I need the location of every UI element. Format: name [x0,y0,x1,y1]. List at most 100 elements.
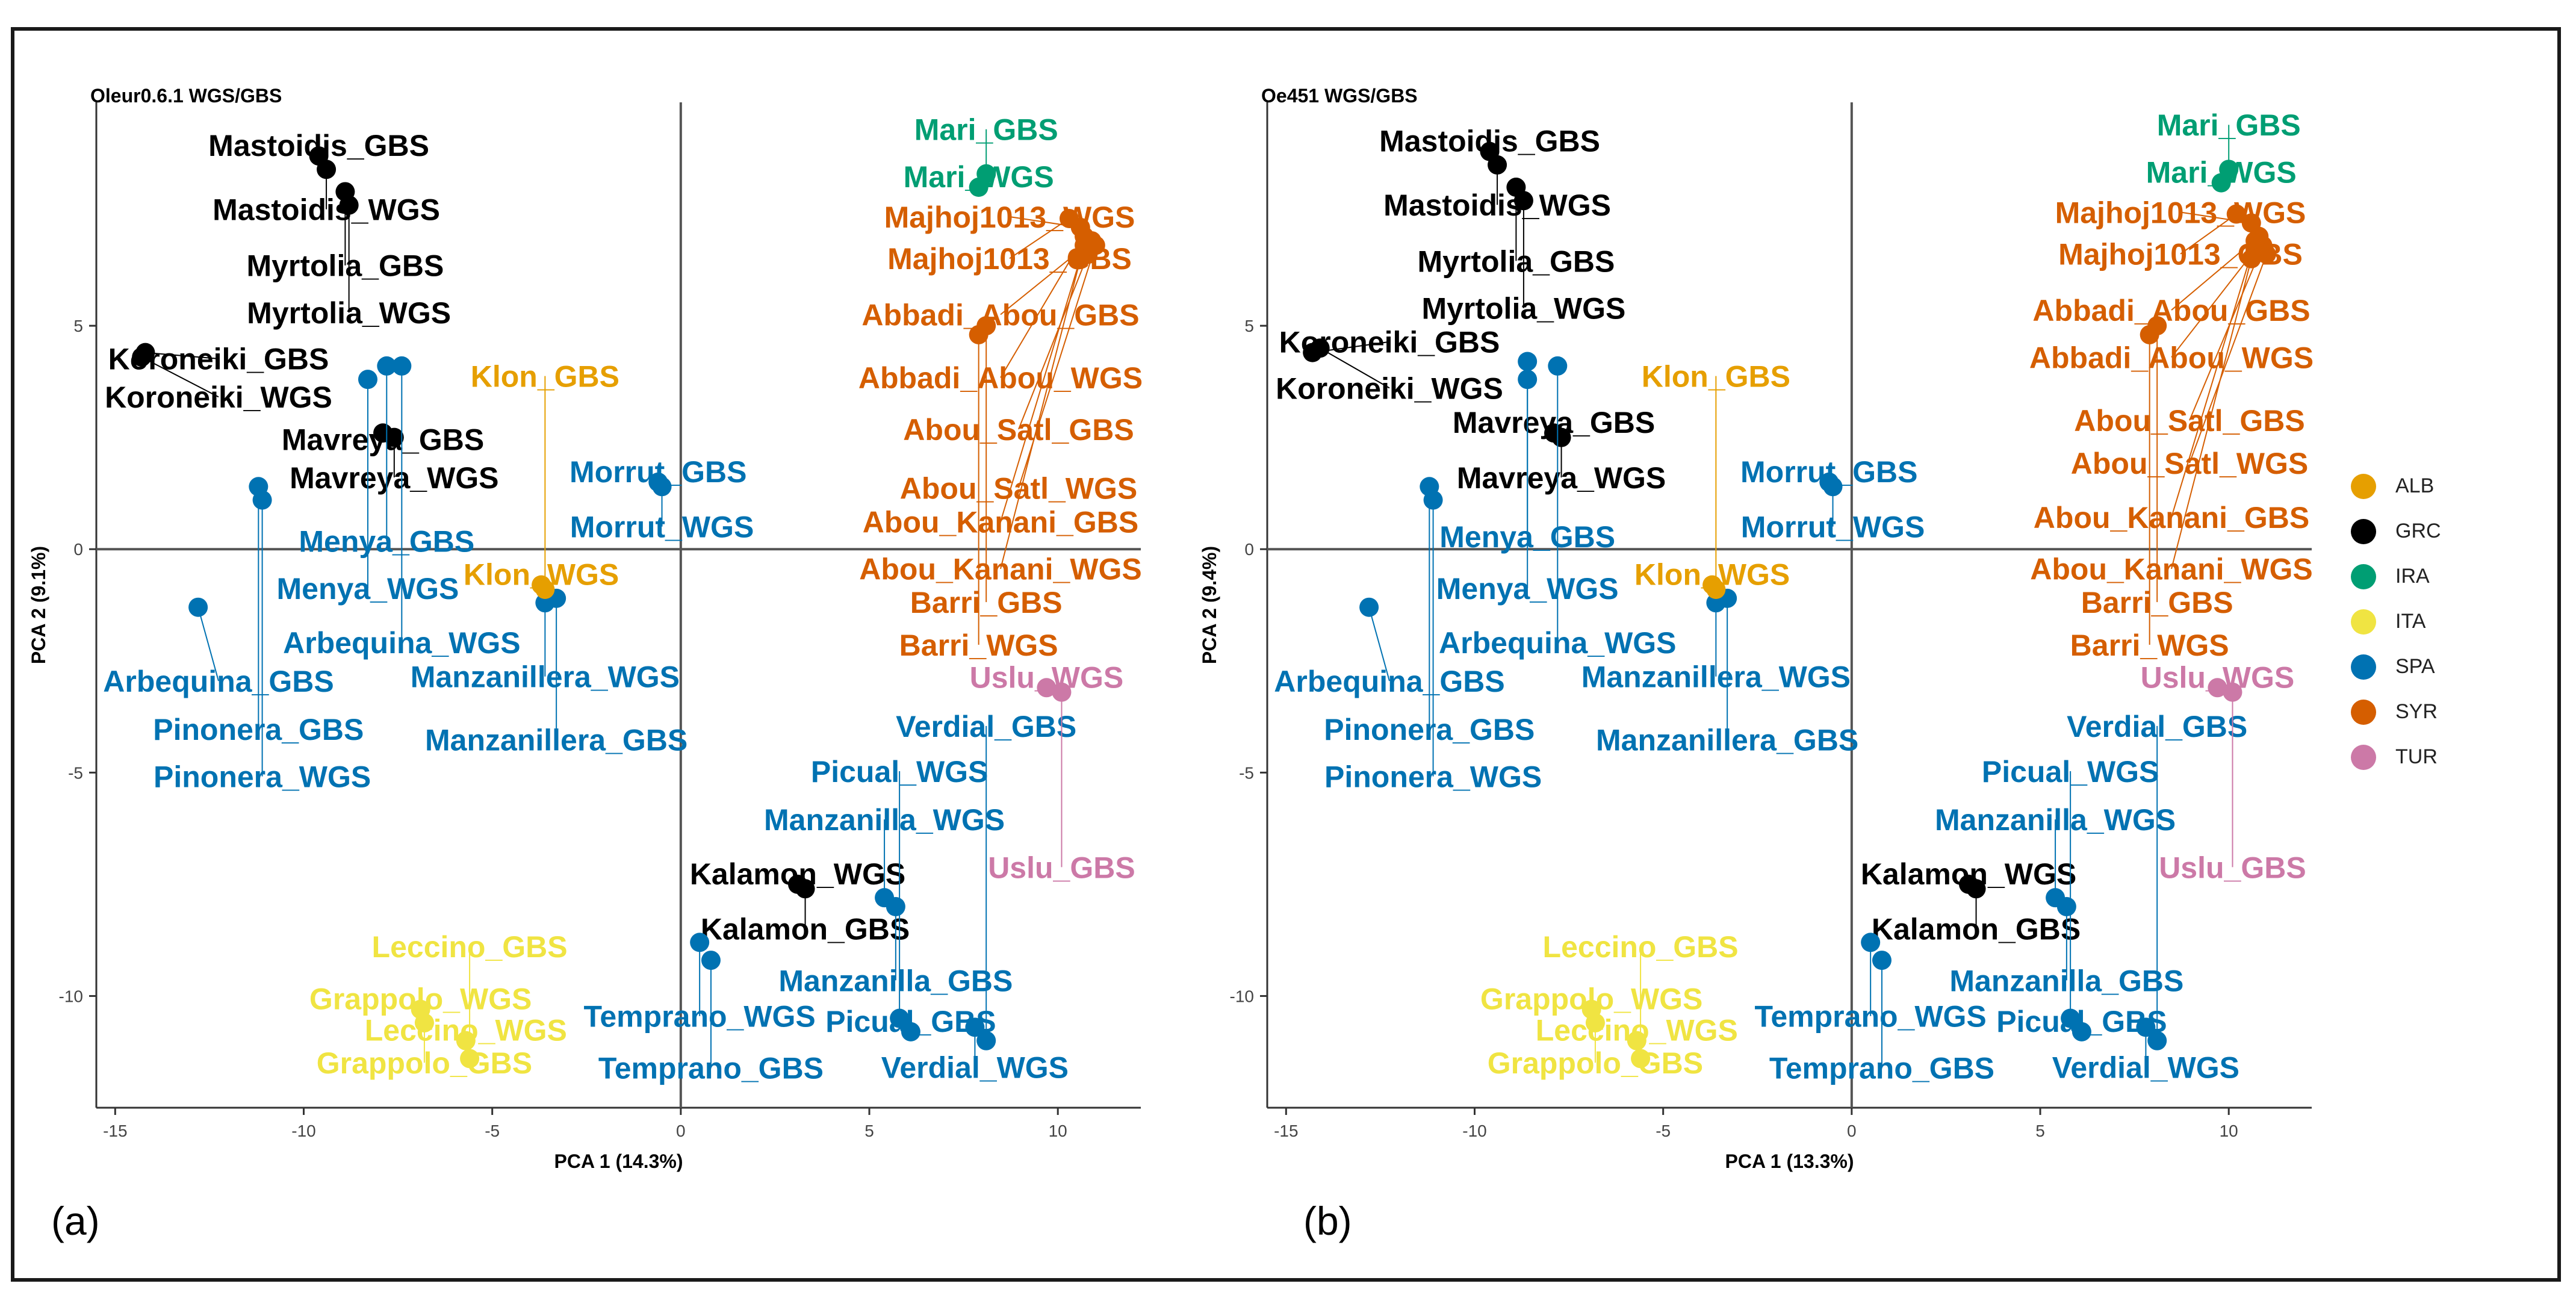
point-menya-gbs [377,356,397,376]
point-abou-kanani-wgs [1070,249,1090,268]
point-label: Mavreya_GBS [282,423,484,456]
label-connector [197,607,219,681]
x-tick-label: 0 [1847,1122,1857,1140]
legend-label: SYR [2395,700,2438,723]
label-connector [1320,347,1390,389]
legend-swatch [2351,609,2376,635]
point-label: Arbequina_WGS [1439,626,1676,660]
chart-title: Oe451 WGS/GBS [1261,85,1418,107]
point-label: Temprano_WGS [584,1000,816,1034]
legend-swatch [2351,473,2376,499]
legend-label: TUR [2395,745,2438,768]
legend-label: SPA [2395,655,2435,678]
point-label: Uslu_WGS [2141,660,2295,694]
point-label: Menya_WGS [1436,572,1619,606]
x-tick-label: 10 [1049,1122,1067,1140]
point-label: Verdial_WGS [881,1051,1069,1085]
point-label: Menya_GBS [299,524,474,558]
point-label: Koroneiki_WGS [1276,371,1503,405]
pca-plot-b: Oe451 WGS/GBS -15 -10 -5 0 5 10 -10 -5 0 5 PCA 1 (1… [1199,85,2314,1172]
point-label: Verdial_WGS [2052,1051,2239,1085]
legend-swatch [2351,654,2376,680]
point-label: Abou_Kanani_WGS [2030,553,2312,586]
label-connector [2171,258,2252,570]
legend-swatch [2351,518,2376,544]
point-label: Uslu_GBS [988,851,1135,884]
legend-item-ita: ITA [2351,599,2441,644]
label-connector [145,352,219,359]
point-abou-kanani-gbs [2245,231,2265,251]
point-label: Abbadi_Abou_GBS [2032,294,2310,327]
point-label: Mavreya_WGS [290,461,498,495]
point-verdial-gbs [2147,1031,2167,1051]
point-grappolo-gbs [414,1013,434,1032]
label-connector [1368,607,1390,681]
point-mastoidis-wgs [317,160,337,179]
point-label: Abou_Satl_GBS [903,413,1134,447]
point-label: Majhoj1013_WGS [884,200,1135,234]
point-leccino-wgs [1627,1031,1646,1051]
point-arbequina-wgs [392,356,412,376]
point-label: Koroneiki_WGS [105,380,332,414]
label-connector [141,356,219,398]
point-label: Temprano_WGS [1755,1000,1987,1034]
point-label: Abbadi_Abou_WGS [858,361,1143,395]
point-mavreya-wgs [1551,427,1571,447]
point-kalamon-gbs [795,879,815,899]
point-label: Arbequina_GBS [1274,665,1504,698]
pca-plot-a: Oleur0.6.1 WGS/GBS -15 -10 -5 0 5 10 -10 -5 0 5 PCA… [28,85,1143,1172]
point-barri-wgs [969,324,989,344]
point-label: Grappolo_GBS [1488,1046,1703,1080]
point-label: Manzanilla_WGS [1935,803,2176,837]
chart-title: Oleur0.6.1 WGS/GBS [90,85,282,107]
point-koroneiki-wgs [132,347,152,367]
figure-frame [11,27,2561,1282]
point-uslu-gbs [2223,682,2242,702]
point-label: Temprano_GBS [598,1051,824,1085]
x-tick-label: 10 [2220,1122,2238,1140]
point-label: Barri_WGS [899,629,1058,662]
point-temprano-gbs [1872,951,1892,970]
point-abou-kanani-wgs [2241,249,2261,268]
point-label: Mastoidis_GBS [1379,125,1600,158]
point-verdial-wgs [965,1017,985,1037]
point-leccino-gbs [1631,1049,1651,1069]
x-tick-label: 0 [676,1122,686,1140]
x-tick-label: -15 [103,1122,127,1140]
point-label: Manzanillera_GBS [425,723,687,757]
point-label: Grappolo_GBS [317,1046,532,1080]
legend-item-syr: SYR [2351,689,2441,734]
y-tick-label: 0 [1244,540,1254,559]
point-uslu-wgs [1037,678,1057,698]
point-label: Pinonera_WGS [1324,760,1542,793]
y-axis-label: PCA 2 (9.1%) [28,546,49,664]
x-tick-label: -5 [1656,1122,1671,1140]
point-label: Myrtolia_GBS [1417,244,1615,278]
label-connector [1000,236,1085,378]
point-klon-gbs [535,580,555,600]
legend-item-tur: TUR [2351,734,2441,780]
panel-label-b: (b) [1303,1199,1352,1243]
x-tick-label: 5 [2035,1122,2045,1140]
point-label: Mari_GBS [914,113,1058,147]
point-leccino-wgs [456,1031,476,1051]
point-label: Picual_WGS [1982,755,2159,789]
point-label: Grappolo_WGS [309,982,532,1016]
legend-label: IRA [2395,565,2430,588]
point-mastoidis-wgs [1488,155,1507,175]
x-axis-label: PCA 1 (14.3%) [554,1150,683,1172]
label-connector [1000,258,1081,570]
y-tick-label: -10 [1230,987,1254,1005]
label-connector [2171,240,2256,518]
point-uslu-gbs [1052,682,1072,702]
point-majhoj1013-gbs [1059,208,1079,228]
point-label: Barri_WGS [2070,629,2229,662]
label-connector [1018,253,1089,430]
point-label: Abou_Satl_GBS [2074,404,2304,438]
y-tick-label: 5 [1244,317,1254,335]
point-kalamon-gbs [1966,879,1986,899]
point-label: Menya_WGS [277,572,459,606]
point-label: Leccino_WGS [365,1014,567,1048]
label-connector [2180,213,2237,255]
point-label: Abou_Kanani_GBS [863,505,1138,539]
